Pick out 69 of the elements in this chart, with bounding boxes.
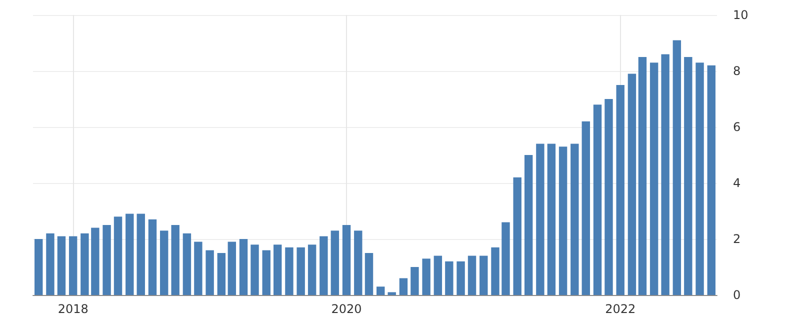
bar <box>502 222 510 295</box>
bar <box>342 225 351 295</box>
bar <box>513 177 522 295</box>
bar <box>228 242 236 295</box>
bar <box>80 233 89 295</box>
bar <box>262 250 270 295</box>
bar <box>114 216 122 295</box>
x-tick-label: 2018 <box>58 302 88 316</box>
bar <box>434 256 442 295</box>
bar <box>650 62 658 295</box>
bar <box>456 261 465 295</box>
bar <box>570 144 579 295</box>
bar <box>308 244 316 295</box>
y-tick-label: 8 <box>733 64 741 78</box>
bar <box>320 236 328 295</box>
bar <box>536 144 544 295</box>
x-tick-label: 2020 <box>331 302 362 316</box>
bar <box>239 239 248 295</box>
bar <box>468 256 476 295</box>
y-tick-label: 0 <box>733 288 741 302</box>
bar <box>604 99 613 295</box>
bar <box>274 244 282 295</box>
bar <box>628 74 636 295</box>
bar <box>250 244 259 295</box>
bar <box>296 247 305 295</box>
bar <box>684 57 692 295</box>
y-tick-label: 2 <box>733 232 741 246</box>
bar <box>616 85 624 295</box>
bar <box>445 261 454 295</box>
bar <box>57 236 66 295</box>
bar <box>171 225 180 295</box>
bar <box>68 236 78 295</box>
bar <box>399 278 408 295</box>
bar <box>696 62 704 295</box>
y-tick-label: 4 <box>733 176 741 190</box>
bar <box>206 250 214 295</box>
bar <box>582 121 590 295</box>
bar <box>547 144 556 295</box>
bar <box>354 230 362 295</box>
bar <box>194 242 202 295</box>
bar <box>285 247 294 295</box>
bar <box>491 247 500 295</box>
bar <box>102 225 111 295</box>
y-tick-label: 10 <box>733 8 748 22</box>
bar <box>638 57 647 295</box>
bar <box>707 65 716 295</box>
bar <box>136 214 145 295</box>
bar <box>480 256 488 295</box>
bar <box>558 146 568 295</box>
bar <box>410 267 419 295</box>
bar <box>593 104 602 295</box>
bar <box>422 258 430 295</box>
x-tick-label: 2022 <box>605 302 636 316</box>
bar <box>388 292 396 295</box>
bar <box>661 54 670 295</box>
bar <box>126 214 134 295</box>
bar <box>46 233 54 295</box>
bar <box>330 230 340 295</box>
bar <box>217 253 226 295</box>
bar <box>376 286 385 295</box>
bar <box>34 239 43 295</box>
bar <box>672 40 682 295</box>
bar <box>524 155 533 295</box>
y-tick-label: 6 <box>733 120 741 134</box>
bar <box>91 228 100 295</box>
bar <box>182 233 192 295</box>
bar <box>160 230 168 295</box>
bar <box>148 219 157 295</box>
bar <box>364 253 374 295</box>
